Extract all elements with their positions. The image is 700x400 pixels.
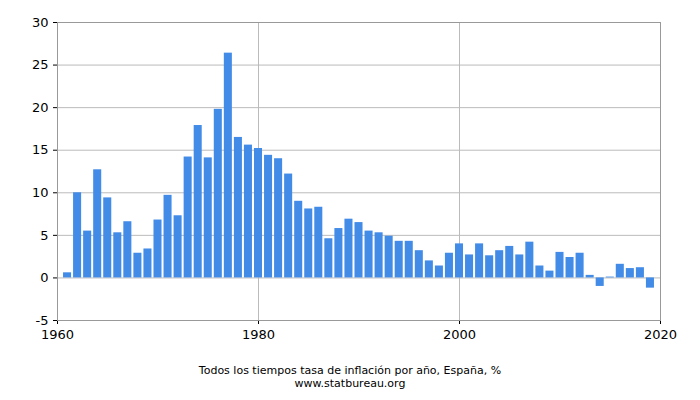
svg-text:5: 5 bbox=[40, 228, 48, 243]
html-text:Todos los tiempos tasa de infl: Todos los tiempos tasa de inflación por … bbox=[198, 364, 502, 377]
svg-text:15: 15 bbox=[32, 142, 49, 157]
svg-text:30: 30 bbox=[32, 15, 49, 30]
svg-text:1960: 1960 bbox=[41, 327, 74, 340]
svg-text:-5: -5 bbox=[36, 313, 49, 328]
svg-text:10: 10 bbox=[32, 185, 49, 200]
svg-text:1980: 1980 bbox=[242, 327, 275, 340]
svg-text:25: 25 bbox=[32, 57, 49, 72]
svg-text:2020: 2020 bbox=[644, 327, 677, 340]
svg-text:0: 0 bbox=[40, 270, 48, 285]
html-text:www.statbureau.org: www.statbureau.org bbox=[294, 377, 406, 390]
svg-text:2000: 2000 bbox=[443, 327, 476, 340]
svg-text:20: 20 bbox=[32, 100, 49, 115]
